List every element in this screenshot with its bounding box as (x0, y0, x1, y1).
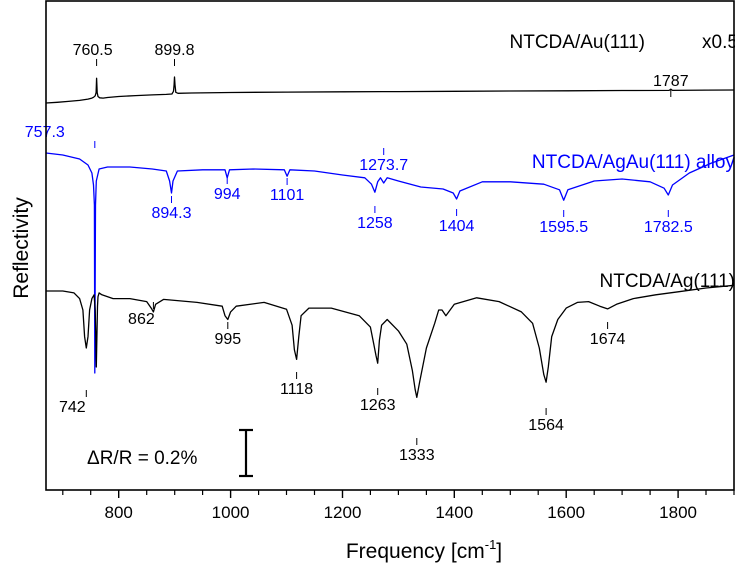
peak-label-ntcda-agau-111-alloy-994: 994 (214, 186, 241, 203)
x-axis-title-main: Frequency [cm (346, 540, 485, 563)
peak-label-ntcda-au-111-760-5: 760.5 (73, 42, 113, 59)
peak-label-ntcda-agau-111-alloy-1404: 1404 (439, 218, 475, 235)
x-tick-label: 1800 (659, 503, 697, 522)
x-tick-label: 1400 (435, 503, 473, 522)
x-axis-title-tail: ] (496, 540, 502, 563)
series-line-ntcda-agau-111-alloy (45, 152, 735, 374)
scale-bar: ΔR/R = 0.2% (87, 428, 253, 478)
x-tick-label: 1000 (212, 503, 250, 522)
series-name-ntcda-au-111: NTCDA/Au(111) (510, 32, 646, 53)
peak-label-ntcda-ag-111-742: 742 (59, 399, 86, 416)
series-line-ntcda-ag-111 (46, 284, 735, 399)
peak-label-ntcda-ag-111-1118: 1118 (280, 381, 313, 398)
peak-label-layer: NTCDA/Au(111) x0.5 760.5 899.8 1787 NTCDA/AgA… (25, 32, 735, 464)
peak-label-ntcda-au-111-1787: 1787 (653, 73, 689, 90)
series-name-ntcda-agau-111-alloy: NTCDA/AgAu(111) alloy (532, 152, 735, 173)
x-tick-label: 800 (105, 503, 133, 522)
series-name-ntcda-ag-111: NTCDA/Ag(111) (600, 271, 735, 292)
peak-label-ntcda-agau-111-alloy-894-3: 894.3 (151, 205, 191, 222)
x-tick-label: 1600 (547, 503, 585, 522)
peak-label-ntcda-ag-111-862: 862 (128, 311, 155, 328)
peak-label-ntcda-ag-111-995: 995 (214, 331, 241, 348)
peak-label-ntcda-au-111-899-8: 899.8 (154, 42, 194, 59)
peak-label-ntcda-agau-111-alloy-1258: 1258 (357, 215, 393, 232)
x-axis-title: Frequency [cm-1] (346, 537, 502, 563)
peak-label-ntcda-agau-111-alloy-757-3: 757.3 (25, 124, 65, 141)
x-tick-label: 1200 (324, 503, 362, 522)
peak-label-ntcda-ag-111-1263: 1263 (360, 397, 396, 414)
peak-label-ntcda-agau-111-alloy-1595-5: 1595.5 (539, 219, 588, 236)
peak-label-ntcda-ag-111-1333: 1333 (399, 447, 435, 464)
y-axis-title: Reflectivity (10, 197, 33, 299)
peak-label-ntcda-agau-111-alloy-1101: 1101 (270, 187, 305, 204)
x-axis: 800 1000 1200 1400 1600 1800 (62, 490, 735, 522)
peak-label-ntcda-ag-111-1674: 1674 (590, 331, 626, 348)
peak-label-ntcda-agau-111-alloy-1273-7: 1273.7 (359, 157, 408, 174)
scale-factor-label: x0.5 (702, 32, 735, 53)
x-axis-title-superscript: -1 (485, 537, 497, 552)
plot-frame (45, 0, 735, 491)
series-line-ntcda-au-111 (45, 76, 735, 104)
scale-bar-label: ΔR/R = 0.2% (87, 448, 197, 469)
series-layer (45, 76, 735, 399)
peak-label-ntcda-ag-111-1564: 1564 (528, 417, 564, 434)
peak-label-ntcda-agau-111-alloy-1782-5: 1782.5 (644, 219, 693, 236)
